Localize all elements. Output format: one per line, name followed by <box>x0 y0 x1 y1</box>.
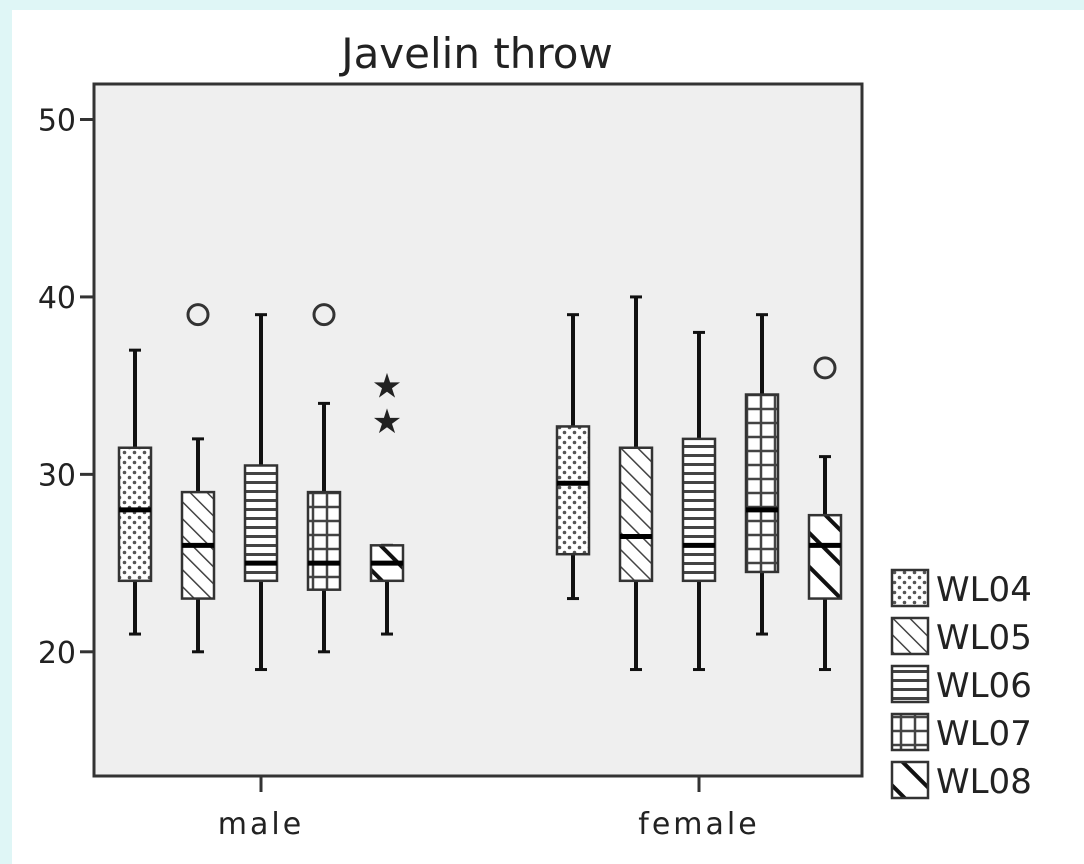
legend-item-WL08: WL08 <box>890 760 1032 802</box>
box-iqr <box>807 513 843 600</box>
legend: WL04 WL05 WL06 WL07 WL08 <box>890 568 1032 802</box>
y-tick-label: 50 <box>38 103 76 138</box>
boxplot-chart: Javelin throw 20 30 40 50 male female ★★ WL0… <box>38 29 1032 842</box>
box-iqr <box>618 446 654 583</box>
y-axis: 20 30 40 50 <box>38 103 94 671</box>
box-iqr <box>681 437 717 583</box>
extreme-marker: ★ <box>372 402 402 442</box>
box-iqr <box>555 425 591 556</box>
box-WL07-female <box>744 313 780 636</box>
y-tick-label: 40 <box>38 281 76 316</box>
outlier-marker <box>813 356 837 380</box>
plot-area <box>92 82 864 778</box>
legend-label: WL06 <box>936 666 1032 706</box>
x-category-label-female: female <box>638 807 759 842</box>
legend-label: WL08 <box>936 762 1032 802</box>
x-axis: male female <box>218 776 759 842</box>
outlier-marker <box>186 303 210 327</box>
chart-title: Javelin throw <box>338 29 613 78</box>
x-category-label-male: male <box>218 807 304 842</box>
legend-swatch <box>890 568 930 608</box>
box-iqr <box>306 490 342 591</box>
legend-swatch <box>890 712 930 752</box>
box-series: ★★ <box>117 295 843 672</box>
box-WL05-male <box>180 303 216 654</box>
box-WL04-female <box>555 313 591 601</box>
box-WL06-male <box>243 313 279 672</box>
legend-label: WL04 <box>936 570 1032 610</box>
legend-swatch <box>890 760 930 800</box>
outlier-marker <box>312 303 336 327</box>
chart-frame: Javelin throw 20 30 40 50 male female ★ ★ WL0… <box>12 10 1084 864</box>
legend-swatch <box>890 664 930 704</box>
legend-item-WL05: WL05 <box>890 616 1032 658</box>
legend-item-WL04: WL04 <box>890 568 1032 610</box>
box-iqr <box>117 446 153 583</box>
legend-label: WL07 <box>936 714 1032 754</box>
legend-item-WL06: WL06 <box>890 664 1032 706</box>
legend-item-WL07: WL07 <box>890 712 1032 754</box>
legend-label: WL05 <box>936 618 1032 658</box>
box-iqr <box>744 393 780 574</box>
legend-swatch <box>890 616 930 656</box>
box-WL07-male <box>306 303 342 654</box>
y-tick-label: 20 <box>38 636 76 671</box>
y-tick-label: 30 <box>38 458 76 493</box>
box-WL05-female <box>618 295 654 672</box>
box-WL06-female <box>681 330 717 672</box>
box-WL08-female <box>807 356 843 672</box>
box-WL04-male <box>117 348 153 636</box>
extreme-marker: ★ <box>372 367 402 407</box>
box-WL08-male: ★★ <box>369 367 405 636</box>
